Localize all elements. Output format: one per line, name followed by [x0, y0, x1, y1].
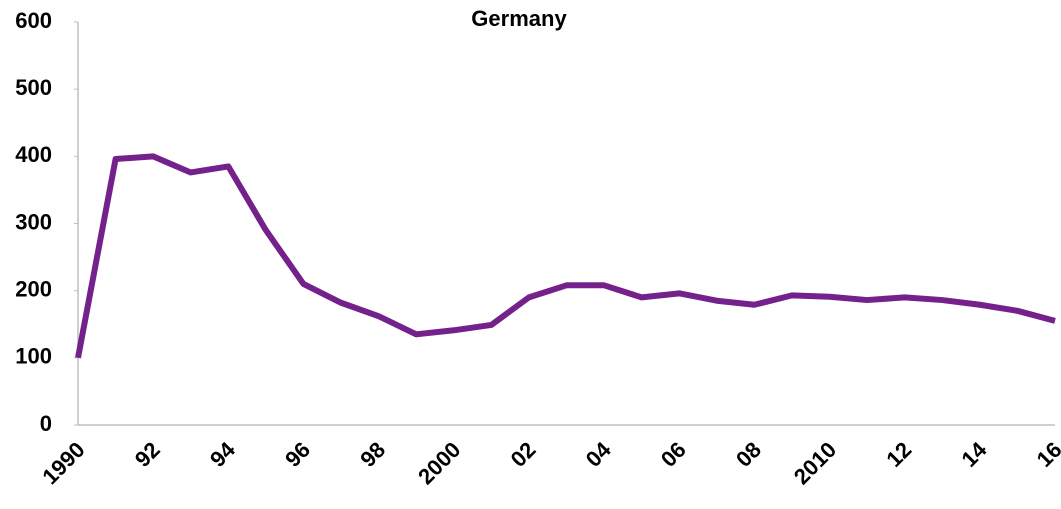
x-tick-label: 04 — [581, 436, 617, 472]
x-tick-label: 14 — [957, 436, 993, 472]
x-tick-label: 02 — [506, 437, 541, 472]
x-tick-label: 92 — [130, 437, 165, 472]
data-line — [75, 153, 1056, 359]
x-tick-label: 12 — [881, 437, 916, 472]
x-tick-label: 06 — [656, 437, 691, 472]
y-tick-label: 600 — [15, 8, 52, 33]
x-tick-label: 08 — [731, 437, 766, 472]
y-tick-label: 500 — [15, 75, 52, 100]
y-tick-label: 0 — [40, 411, 52, 436]
y-tick-label: 100 — [15, 344, 52, 369]
y-tick-label: 400 — [15, 142, 52, 167]
x-tick-label: 2000 — [413, 437, 465, 489]
y-tick-label: 300 — [15, 209, 52, 234]
x-tick-label: 96 — [280, 437, 315, 472]
y-tick-label: 200 — [15, 276, 52, 301]
x-tick-label: 2010 — [789, 437, 841, 489]
x-tick-label: 98 — [355, 437, 390, 472]
chart-title: Germany — [471, 6, 567, 31]
x-tick-label: 1990 — [37, 437, 89, 489]
x-tick-label: 94 — [205, 436, 241, 472]
x-tick-label: 16 — [1032, 437, 1061, 472]
